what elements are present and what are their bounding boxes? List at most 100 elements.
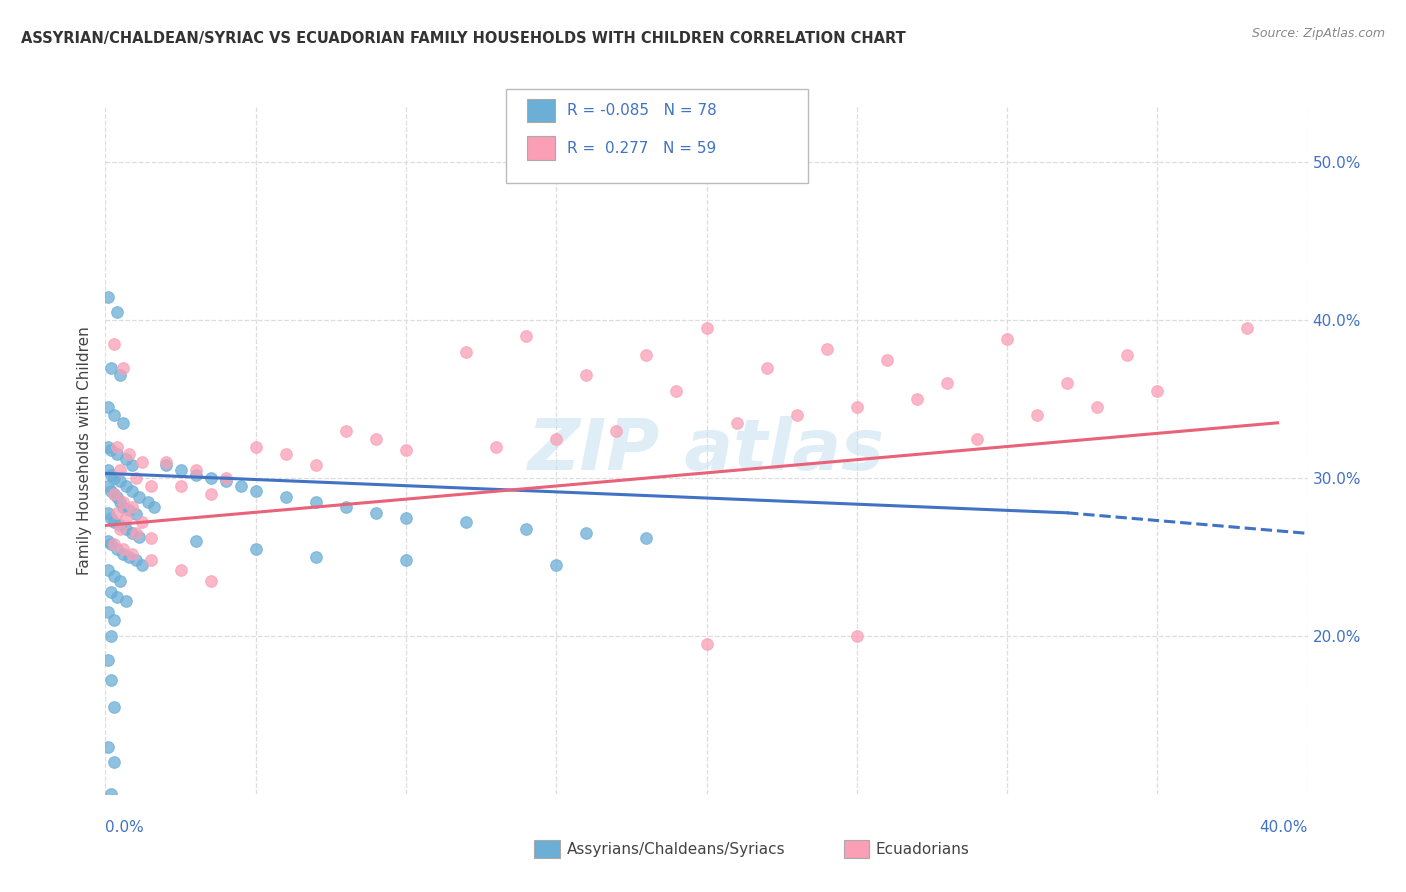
Point bbox=[139, 531, 162, 545]
Point bbox=[103, 408, 125, 422]
Point bbox=[575, 368, 598, 383]
Point bbox=[97, 440, 120, 454]
Point bbox=[136, 495, 159, 509]
Point bbox=[245, 440, 267, 454]
Point bbox=[107, 542, 129, 557]
Point bbox=[100, 510, 122, 524]
Point bbox=[103, 700, 125, 714]
Point bbox=[128, 490, 150, 504]
Point bbox=[112, 542, 135, 557]
Point bbox=[169, 463, 191, 477]
Point bbox=[936, 376, 959, 391]
Point bbox=[1056, 376, 1078, 391]
Point bbox=[121, 500, 143, 514]
Point bbox=[786, 408, 808, 422]
Point bbox=[725, 416, 748, 430]
Point bbox=[118, 549, 141, 564]
Point bbox=[112, 416, 135, 430]
Point bbox=[110, 463, 132, 477]
Point bbox=[100, 360, 122, 375]
Point bbox=[103, 471, 125, 485]
Point bbox=[112, 495, 135, 509]
Point bbox=[107, 490, 129, 504]
Point bbox=[200, 471, 222, 485]
Point bbox=[124, 508, 146, 522]
Point bbox=[184, 467, 207, 482]
Point bbox=[364, 506, 387, 520]
Point bbox=[118, 502, 141, 516]
Point bbox=[214, 471, 236, 485]
Point bbox=[515, 329, 537, 343]
Point bbox=[1085, 400, 1108, 414]
Point bbox=[229, 479, 252, 493]
Text: Source: ZipAtlas.com: Source: ZipAtlas.com bbox=[1251, 27, 1385, 40]
Point bbox=[103, 487, 125, 501]
Point bbox=[131, 558, 153, 572]
Point bbox=[454, 516, 477, 530]
Point bbox=[131, 455, 153, 469]
Point bbox=[131, 516, 153, 530]
Point bbox=[200, 574, 222, 588]
Point bbox=[454, 344, 477, 359]
Point bbox=[214, 475, 236, 489]
Point bbox=[245, 542, 267, 557]
Point bbox=[364, 432, 387, 446]
Point bbox=[696, 637, 718, 651]
Point bbox=[305, 495, 328, 509]
Text: R = -0.085   N = 78: R = -0.085 N = 78 bbox=[567, 103, 717, 118]
Text: ASSYRIAN/CHALDEAN/SYRIAC VS ECUADORIAN FAMILY HOUSEHOLDS WITH CHILDREN CORRELATI: ASSYRIAN/CHALDEAN/SYRIAC VS ECUADORIAN F… bbox=[21, 31, 905, 46]
Point bbox=[103, 569, 125, 583]
Point bbox=[696, 321, 718, 335]
Point bbox=[121, 458, 143, 473]
Point bbox=[100, 467, 122, 482]
Point bbox=[335, 424, 357, 438]
Point bbox=[97, 563, 120, 577]
Text: 0.0%: 0.0% bbox=[105, 821, 145, 835]
Point bbox=[169, 563, 191, 577]
Point bbox=[115, 479, 138, 493]
Point bbox=[515, 522, 537, 536]
Point bbox=[124, 526, 146, 541]
Point bbox=[100, 442, 122, 457]
Text: Assyrians/Chaldeans/Syriacs: Assyrians/Chaldeans/Syriacs bbox=[567, 842, 785, 856]
Point bbox=[97, 605, 120, 619]
Point bbox=[124, 471, 146, 485]
Point bbox=[115, 594, 138, 608]
Point bbox=[876, 352, 898, 367]
Point bbox=[97, 653, 120, 667]
Text: 40.0%: 40.0% bbox=[1260, 821, 1308, 835]
Point bbox=[97, 534, 120, 549]
Point bbox=[274, 490, 297, 504]
Point bbox=[97, 739, 120, 754]
Point bbox=[1116, 348, 1139, 362]
Point bbox=[155, 455, 177, 469]
Point bbox=[107, 590, 129, 604]
Point bbox=[100, 673, 122, 688]
Text: ZIP atlas: ZIP atlas bbox=[527, 416, 886, 485]
Point bbox=[636, 531, 658, 545]
Text: R =  0.277   N = 59: R = 0.277 N = 59 bbox=[567, 141, 716, 155]
Point bbox=[845, 629, 868, 643]
Point bbox=[103, 613, 125, 627]
Text: Ecuadorians: Ecuadorians bbox=[876, 842, 970, 856]
Point bbox=[605, 424, 627, 438]
Point bbox=[335, 500, 357, 514]
Point bbox=[100, 537, 122, 551]
Point bbox=[1026, 408, 1049, 422]
Point bbox=[546, 558, 568, 572]
Point bbox=[103, 487, 125, 501]
Point bbox=[100, 787, 122, 801]
Point bbox=[115, 522, 138, 536]
Point bbox=[107, 506, 129, 520]
Point bbox=[115, 452, 138, 467]
Point bbox=[103, 756, 125, 770]
Point bbox=[97, 463, 120, 477]
Point bbox=[200, 487, 222, 501]
Point bbox=[100, 584, 122, 599]
Point bbox=[124, 553, 146, 567]
Point bbox=[112, 360, 135, 375]
Point bbox=[97, 400, 120, 414]
Point bbox=[100, 629, 122, 643]
Point bbox=[845, 400, 868, 414]
Point bbox=[112, 500, 135, 514]
